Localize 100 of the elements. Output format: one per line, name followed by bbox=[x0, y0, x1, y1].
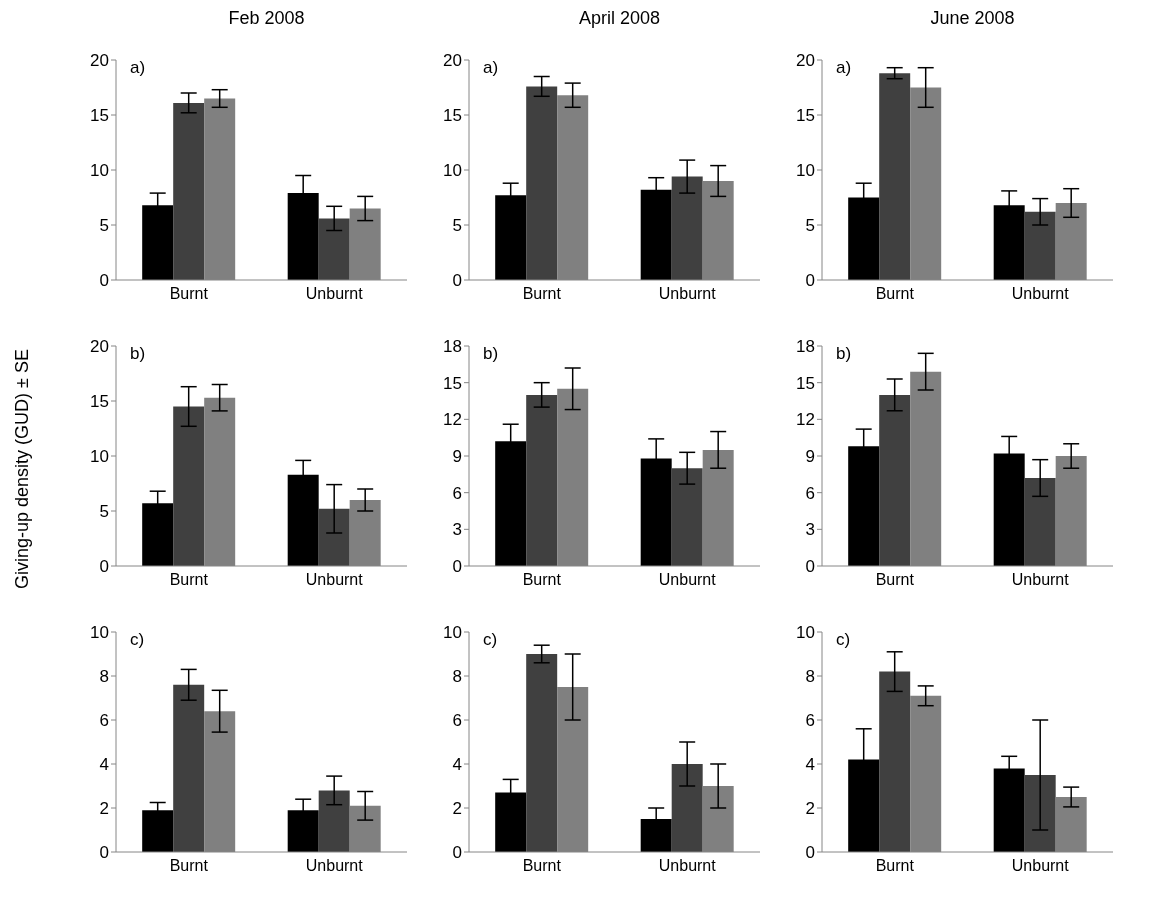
annotation: a) bbox=[483, 58, 499, 78]
y-tick-label: 0 bbox=[452, 557, 462, 577]
bar bbox=[879, 394, 911, 566]
x-tick-label: Unburnt bbox=[658, 285, 717, 303]
y-tick-label: 15 bbox=[90, 106, 109, 126]
x-tick-label: Unburnt bbox=[305, 571, 364, 589]
x-tick-label: Unburnt bbox=[658, 571, 717, 589]
annotation: b) bbox=[483, 344, 499, 364]
x-tick-label: Unburnt bbox=[658, 857, 717, 875]
y-tick-label: 6 bbox=[805, 711, 815, 731]
x-tick-label: Unburnt bbox=[305, 285, 364, 303]
bar bbox=[526, 654, 558, 852]
annotation: a) bbox=[130, 58, 146, 78]
y-tick-label: 6 bbox=[805, 483, 815, 503]
y-tick-label: 15 bbox=[443, 106, 462, 126]
y-tick-label: 20 bbox=[443, 51, 462, 71]
bar bbox=[318, 508, 350, 566]
y-axis-title: Giving-up density (GUD) ± SE bbox=[11, 349, 33, 589]
y-tick-label: 10 bbox=[796, 161, 815, 181]
bar bbox=[173, 102, 205, 280]
x-tick-label: Unburnt bbox=[305, 857, 364, 875]
y-tick-label: 4 bbox=[99, 755, 109, 775]
x-tick-label: Unburnt bbox=[1011, 857, 1070, 875]
y-tick-label: 10 bbox=[90, 161, 109, 181]
chart-title: Feb 2008 bbox=[227, 8, 306, 30]
x-tick-label: Burnt bbox=[875, 571, 915, 589]
y-tick-label: 0 bbox=[452, 843, 462, 863]
bar bbox=[671, 176, 703, 280]
bar bbox=[879, 671, 911, 852]
bar bbox=[526, 394, 558, 566]
y-tick-label: 2 bbox=[452, 799, 462, 819]
chart-title: April 2008 bbox=[577, 8, 662, 30]
bar bbox=[671, 468, 703, 566]
y-tick-label: 12 bbox=[443, 410, 462, 430]
y-tick-label: 20 bbox=[90, 51, 109, 71]
annotation: c) bbox=[130, 630, 145, 650]
bar bbox=[318, 790, 350, 852]
bar bbox=[1024, 211, 1056, 280]
y-tick-label: 0 bbox=[805, 557, 815, 577]
y-tick-label: 15 bbox=[443, 373, 462, 393]
y-tick-label: 9 bbox=[452, 447, 462, 467]
bar bbox=[318, 218, 350, 280]
annotation: b) bbox=[130, 344, 146, 364]
y-tick-label: 0 bbox=[805, 271, 815, 291]
y-tick-label: 2 bbox=[805, 799, 815, 819]
x-tick-label: Burnt bbox=[169, 285, 209, 303]
y-tick-label: 0 bbox=[99, 843, 109, 863]
annotation: a) bbox=[836, 58, 852, 78]
x-tick-label: Burnt bbox=[522, 571, 562, 589]
y-tick-label: 8 bbox=[805, 667, 815, 687]
annotation: c) bbox=[483, 630, 498, 650]
bar bbox=[879, 73, 911, 280]
y-tick-label: 6 bbox=[452, 483, 462, 503]
y-tick-label: 0 bbox=[99, 557, 109, 577]
y-tick-label: 10 bbox=[90, 623, 109, 643]
chart-title: June 2008 bbox=[929, 8, 1016, 30]
bar bbox=[173, 684, 205, 852]
y-tick-label: 6 bbox=[452, 711, 462, 731]
y-tick-label: 12 bbox=[796, 410, 815, 430]
y-tick-label: 9 bbox=[805, 447, 815, 467]
bar bbox=[1024, 478, 1056, 566]
y-tick-label: 6 bbox=[99, 711, 109, 731]
x-tick-label: Unburnt bbox=[1011, 571, 1070, 589]
bar bbox=[526, 86, 558, 280]
y-tick-label: 18 bbox=[443, 337, 462, 357]
annotation: b) bbox=[836, 344, 852, 364]
x-tick-label: Burnt bbox=[169, 571, 209, 589]
y-tick-label: 10 bbox=[443, 161, 462, 181]
y-tick-label: 2 bbox=[99, 799, 109, 819]
y-tick-label: 8 bbox=[452, 667, 462, 687]
y-tick-label: 5 bbox=[99, 216, 109, 236]
y-tick-label: 5 bbox=[805, 216, 815, 236]
y-tick-label: 15 bbox=[90, 392, 109, 412]
y-tick-label: 3 bbox=[805, 520, 815, 540]
y-tick-label: 20 bbox=[90, 337, 109, 357]
y-tick-label: 18 bbox=[796, 337, 815, 357]
x-tick-label: Burnt bbox=[169, 857, 209, 875]
y-tick-label: 10 bbox=[443, 623, 462, 643]
y-tick-label: 5 bbox=[452, 216, 462, 236]
y-tick-label: 4 bbox=[805, 755, 815, 775]
y-tick-label: 0 bbox=[452, 271, 462, 291]
bar bbox=[671, 764, 703, 852]
y-tick-label: 10 bbox=[90, 447, 109, 467]
y-tick-label: 0 bbox=[99, 271, 109, 291]
x-tick-label: Burnt bbox=[875, 285, 915, 303]
y-tick-label: 3 bbox=[452, 520, 462, 540]
x-tick-label: Unburnt bbox=[1011, 285, 1070, 303]
y-tick-label: 15 bbox=[796, 373, 815, 393]
y-tick-label: 10 bbox=[796, 623, 815, 643]
y-tick-label: 8 bbox=[99, 667, 109, 687]
y-tick-label: 15 bbox=[796, 106, 815, 126]
y-tick-label: 20 bbox=[796, 51, 815, 71]
x-tick-label: Burnt bbox=[522, 285, 562, 303]
x-tick-label: Burnt bbox=[522, 857, 562, 875]
bar bbox=[1024, 775, 1056, 852]
y-tick-label: 0 bbox=[805, 843, 815, 863]
y-tick-label: 4 bbox=[452, 755, 462, 775]
x-tick-label: Burnt bbox=[875, 857, 915, 875]
annotation: c) bbox=[836, 630, 851, 650]
y-tick-label: 5 bbox=[99, 502, 109, 522]
